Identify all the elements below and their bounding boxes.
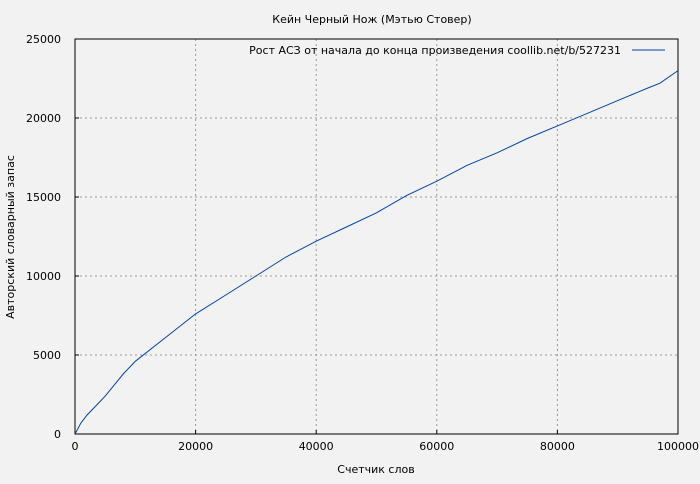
y-tick-label: 5000 xyxy=(33,349,61,362)
x-tick-label: 60000 xyxy=(419,440,454,453)
y-tick-label: 0 xyxy=(54,428,61,441)
x-tick-label: 100000 xyxy=(657,440,699,453)
legend-label: Рост АСЗ от начала до конца произведения… xyxy=(249,44,621,57)
x-tick-label: 20000 xyxy=(178,440,213,453)
chart-title: Кейн Черный Нож (Мэтью Стовер) xyxy=(272,13,471,26)
x-tick-label: 40000 xyxy=(299,440,334,453)
x-tick-label: 0 xyxy=(72,440,79,453)
x-axis-label: Счетчик слов xyxy=(337,463,414,476)
grid xyxy=(75,39,678,434)
y-tick-label: 25000 xyxy=(26,33,61,46)
series-line xyxy=(74,70,679,435)
y-tick-label: 15000 xyxy=(26,191,61,204)
plot-frame xyxy=(74,38,679,435)
axis-ticks: 0 20000 40000 60000 80000 100000 0 5000 10000 150… xyxy=(26,33,699,453)
y-axis-label: Авторский словарный запас xyxy=(4,155,17,319)
y-tick-label: 10000 xyxy=(26,270,61,283)
x-tick-label: 80000 xyxy=(540,440,575,453)
y-tick-label: 20000 xyxy=(26,112,61,125)
